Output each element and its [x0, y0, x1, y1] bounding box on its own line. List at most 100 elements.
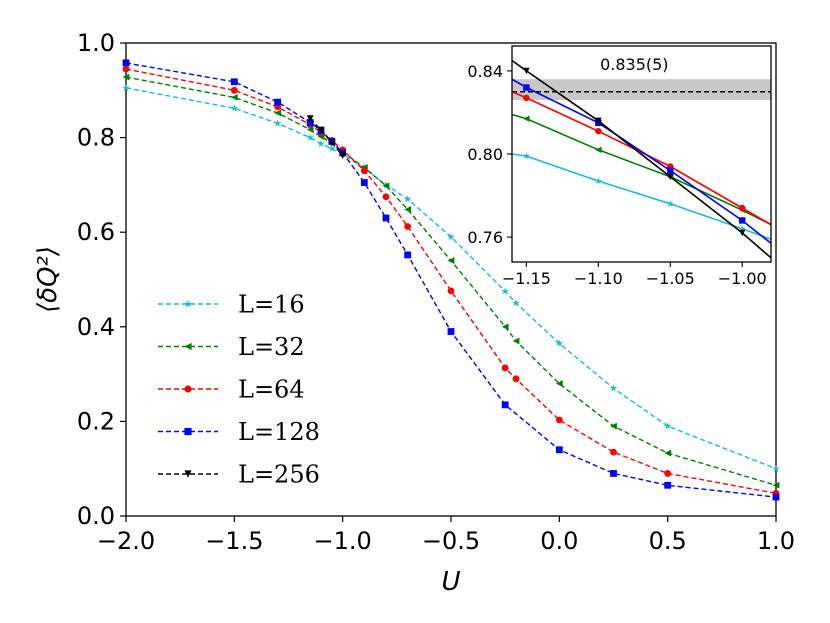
data-point: [404, 206, 412, 213]
main-plot: −2.0 −1.5 −1.0 −0.5 0.0 0.5 1.0 0.0 0.2 0.4 0.6 0.8…: [33, 29, 795, 597]
y-tick-label: 0.8: [77, 124, 115, 152]
data-point: [610, 470, 617, 477]
legend-label: L=256: [238, 461, 320, 489]
crossing-annotation: 0.835(5): [600, 55, 668, 74]
error-band: [512, 79, 771, 100]
data-point: [772, 464, 780, 472]
data-point: [772, 493, 780, 501]
inset-data-point: [522, 152, 530, 160]
legend-label: L=16: [238, 291, 305, 319]
inset-data-point: [595, 117, 602, 124]
inset-data-point: [739, 229, 746, 237]
data-point: [360, 179, 368, 186]
data-point: [306, 119, 314, 126]
x-tick-label: −1.5: [205, 527, 263, 555]
inset-x-tick-label: −1.10: [574, 269, 623, 288]
data-point: [382, 182, 390, 190]
inset-y-tick-label: 0.76: [467, 228, 503, 247]
series-L=256: [306, 115, 347, 159]
data-point: [664, 470, 672, 477]
data-point: [382, 193, 390, 201]
inset-data-point: [594, 177, 602, 184]
y-axis-label: ⟨δQ²⟩: [33, 246, 63, 313]
legend-label: L=32: [238, 333, 305, 361]
data-point: [404, 251, 412, 259]
inset-data-point: [667, 173, 674, 181]
x-tick-label: −1.0: [314, 527, 372, 555]
inset-data-point: [738, 225, 746, 232]
y-tick-label: 0.6: [77, 218, 115, 246]
data-point: [122, 65, 130, 73]
x-tick-label: −0.5: [422, 527, 480, 555]
y-tick-label: 0.0: [77, 502, 115, 530]
data-point: [664, 481, 672, 489]
y-tick-label: 0.4: [77, 313, 115, 341]
x-axis-label: U: [441, 567, 460, 597]
data-point: [447, 287, 455, 295]
inset-data-point: [595, 146, 602, 154]
data-point: [772, 481, 780, 489]
data-point: [273, 119, 282, 127]
inset-series-L=16: [512, 152, 771, 240]
data-point: [501, 287, 509, 295]
inset-x-tick-label: −1.00: [718, 269, 767, 288]
inset-x-tick-label: −1.05: [646, 269, 695, 288]
data-point: [328, 139, 336, 147]
legend-marker: [184, 427, 192, 436]
data-point: [230, 78, 238, 86]
data-point: [339, 152, 347, 159]
x-tick-label: 0.5: [649, 527, 687, 555]
data-point: [664, 449, 672, 457]
data-point: [306, 126, 314, 133]
inset-data-point: [666, 200, 674, 207]
inset-y-tick-label: 0.80: [467, 145, 503, 164]
data-point: [122, 73, 130, 81]
data-point: [555, 446, 563, 454]
data-point: [663, 422, 672, 430]
inset-series-L=256: [512, 59, 771, 259]
data-point: [306, 115, 314, 123]
data-point: [274, 98, 282, 106]
inset-data-point: [523, 94, 530, 102]
data-point: [122, 84, 130, 92]
legend-label: L=64: [238, 376, 305, 404]
y-tick-label: 1.0: [77, 29, 115, 57]
inset-data-point: [523, 84, 530, 91]
data-point: [328, 144, 336, 152]
data-point: [230, 86, 238, 94]
inset-data-point: [595, 127, 602, 135]
data-point: [447, 257, 455, 264]
data-point: [306, 133, 314, 141]
inset-x-tick-label: −1.15: [502, 269, 551, 288]
data-point: [230, 93, 238, 101]
data-point: [122, 59, 130, 67]
data-point: [555, 380, 563, 387]
data-point: [360, 167, 368, 175]
legend-marker: [184, 470, 192, 478]
data-point: [512, 337, 520, 345]
x-tick-label: −2.0: [97, 527, 155, 555]
data-point: [610, 422, 617, 430]
data-point: [501, 323, 509, 331]
legend-marker: [184, 299, 192, 308]
series-line: [309, 118, 344, 157]
data-point: [404, 223, 412, 230]
data-point: [403, 195, 412, 203]
legend-marker: [184, 385, 192, 393]
inset-y-tick-label: 0.84: [467, 62, 503, 81]
x-tick-label: 0.0: [540, 527, 578, 555]
data-point: [447, 328, 455, 335]
inset-series-line: [512, 113, 771, 226]
data-point: [382, 214, 390, 222]
y-tick-label: 0.2: [77, 407, 115, 435]
data-point: [230, 104, 239, 112]
data-point: [501, 364, 509, 372]
inset-data-point: [667, 167, 674, 174]
legend-label: L=128: [238, 418, 320, 446]
data-point: [512, 299, 520, 307]
data-point: [609, 384, 618, 392]
data-point: [317, 126, 325, 134]
inset-data-point: [739, 204, 746, 212]
legend: L=16 L=32 L=64 L=128 L=256: [158, 291, 320, 489]
data-point: [555, 339, 564, 347]
